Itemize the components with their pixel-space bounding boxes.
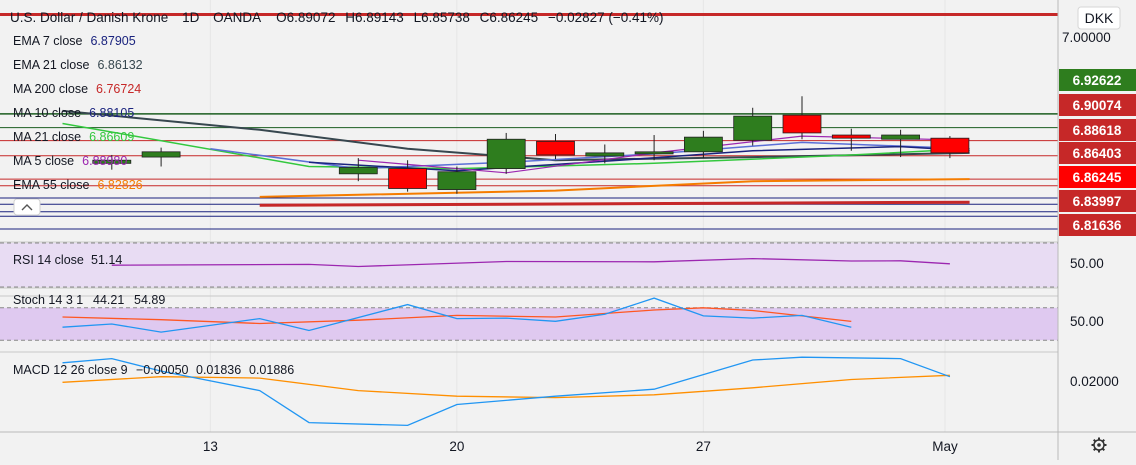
stoch-d-line	[62, 307, 852, 325]
candle-down[interactable]	[388, 168, 428, 189]
candle-down[interactable]	[831, 134, 871, 139]
symbol-name[interactable]: U.S. Dollar / Danish Krone	[10, 10, 168, 25]
legend-label: MA 5 close	[13, 154, 74, 168]
legend-value: 6.88105	[89, 106, 134, 120]
macd-label: MACD 12 26 close 9	[13, 363, 128, 377]
legend-label: MA 10 close	[13, 106, 81, 120]
macd-tick-label: 0.02000	[1070, 374, 1119, 389]
legend-label: MA 200 close	[13, 82, 88, 96]
ema21-line	[62, 109, 970, 162]
candle-up[interactable]	[437, 171, 477, 190]
legend-ma200[interactable]: MA 200 close 6.76724	[13, 82, 141, 96]
candle-up[interactable]	[733, 115, 773, 141]
collapse-legend-button[interactable]	[13, 198, 41, 216]
ma200-line	[259, 200, 970, 207]
data-source: OANDA	[213, 10, 261, 25]
rsi-value: 51.14	[91, 253, 122, 267]
svg-text:U.S. Dollar / Danish Krone: U.S. Dollar / Danish Krone 1D OANDA O6.8…	[10, 10, 664, 25]
interval[interactable]: 1D	[182, 10, 200, 25]
x-tick-label: 20	[449, 439, 464, 454]
legend-ema21[interactable]: EMA 21 close 6.86132	[13, 58, 143, 72]
candle-up[interactable]	[486, 138, 526, 169]
stoch-k-line	[62, 297, 852, 333]
price-tag-label: 6.92622	[1073, 73, 1122, 88]
stoch-k-value: 44.21	[93, 293, 124, 307]
legend-ema55[interactable]: EMA 55 close 6.82826	[13, 178, 143, 192]
candle-up[interactable]	[141, 151, 181, 158]
candle-up[interactable]	[881, 134, 920, 140]
legend-value: 6.88980	[82, 154, 127, 168]
gear-icon[interactable]	[1091, 437, 1107, 453]
ema7-line	[210, 141, 970, 170]
price-tag-label: 6.90074	[1073, 98, 1122, 113]
oscillator-band	[0, 307, 1058, 341]
legend-value: 6.86132	[97, 58, 142, 72]
legend-ema7[interactable]: EMA 7 close 6.87905	[13, 34, 136, 48]
ema55-line	[259, 178, 970, 198]
y-tick-label: 7.00000	[1062, 30, 1111, 45]
candle-down[interactable]	[930, 137, 970, 154]
stoch-d-value: 54.89	[134, 293, 165, 307]
legend-value: 6.86609	[89, 130, 134, 144]
candle-down[interactable]	[536, 140, 575, 156]
legend-value: 6.87905	[90, 34, 135, 48]
legend-label: EMA 55 close	[13, 178, 89, 192]
legend-label: EMA 7 close	[13, 34, 83, 48]
price-tag	[1059, 94, 1136, 116]
macd-signal-value: 0.01886	[249, 363, 294, 377]
legend-ma5[interactable]: MA 5 close 6.88980	[13, 154, 127, 168]
rsi-label: RSI 14 close	[13, 253, 84, 267]
legend-ma21[interactable]: MA 21 close 6.86609	[13, 130, 134, 144]
price-tag	[1059, 69, 1136, 91]
price-tag	[1059, 190, 1136, 212]
price-tag	[1059, 214, 1136, 236]
x-tick-label: 13	[203, 439, 218, 454]
macd-signal-line	[62, 374, 950, 399]
legend-value: 6.82826	[97, 178, 142, 192]
price-tag-label: 6.86245	[1073, 170, 1122, 185]
candle-up[interactable]	[684, 136, 723, 153]
candle-up[interactable]	[92, 159, 132, 164]
legend-label: MA 21 close	[13, 130, 81, 144]
rsi-tick-label: 50.00	[1070, 256, 1104, 271]
macd-hist-value: −0.00050	[136, 363, 189, 377]
macd-line	[62, 356, 951, 427]
candle-up[interactable]	[634, 151, 674, 155]
legend-label: EMA 21 close	[13, 58, 89, 72]
x-tick-label: May	[932, 439, 958, 454]
macd-value: 0.01836	[196, 363, 241, 377]
change-value: −0.02827 (−0.41%)	[548, 10, 664, 25]
currency-badge[interactable]: DKK	[1077, 6, 1121, 30]
price-tag-label: 6.83997	[1073, 194, 1122, 209]
currency-label: DKK	[1085, 10, 1114, 26]
stoch-label: Stoch 14 3 1	[13, 293, 83, 307]
close-value: C6.86245	[480, 10, 539, 25]
stoch-tick-label: 50.00	[1070, 314, 1104, 329]
high-value: H6.89143	[345, 10, 404, 25]
x-tick-label: 27	[696, 439, 711, 454]
legend-ma10[interactable]: MA 10 close 6.88105	[13, 106, 134, 120]
legend-value: 6.76724	[96, 82, 141, 96]
price-tag-label: 6.81636	[1073, 218, 1122, 233]
price-tag-label: 6.86403	[1073, 146, 1122, 161]
candle-up[interactable]	[585, 152, 625, 157]
price-tag	[1059, 142, 1136, 164]
price-tag	[1059, 119, 1136, 141]
rsi-line	[111, 257, 950, 268]
price-tag	[1059, 166, 1136, 188]
low-value: L6.85738	[414, 10, 470, 25]
candle-down[interactable]	[782, 114, 822, 134]
chevron-up-icon	[21, 204, 33, 211]
ma10-line	[308, 145, 970, 172]
candle-up[interactable]	[338, 167, 378, 175]
open-value: O6.89072	[276, 10, 335, 25]
price-tag-label: 6.88618	[1073, 123, 1122, 138]
